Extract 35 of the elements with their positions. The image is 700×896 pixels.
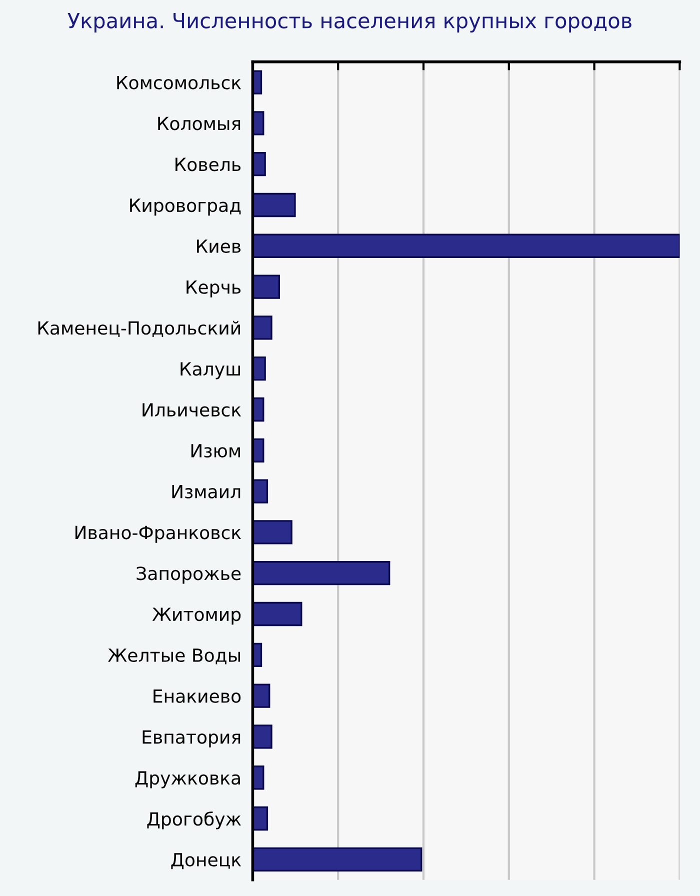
y-tick-label: Запорожье (136, 566, 241, 584)
y-tick-label: Дрогобуж (147, 812, 241, 830)
y-tick-label: Ковель (176, 158, 241, 172)
bar (252, 806, 268, 831)
y-tick-label: Кировоград (130, 198, 241, 216)
bar (252, 152, 266, 176)
y-tick-label: Донецк (171, 853, 241, 870)
y-tick-label: Желтые Воды (108, 648, 240, 664)
chart-title: Украина. Численность населения крупных городов (68, 12, 632, 32)
bar (252, 602, 302, 626)
y-tick-label: Евпатория (142, 730, 240, 748)
bar (252, 847, 422, 872)
y-tick-label: Житомир (152, 608, 241, 625)
y-tick-label: Измаил (172, 484, 240, 498)
bar (252, 684, 270, 708)
bar (252, 724, 272, 749)
bar (252, 274, 280, 299)
y-tick-label: Калуш (180, 362, 240, 380)
y-tick-label: Каменец-Подольский (38, 320, 240, 338)
y-tick-label: Керчь (186, 280, 241, 298)
y-tick-label: Комсомольск (117, 76, 241, 90)
y-tick-label: Ивано-Франковск (75, 526, 241, 543)
y-tick-label: Коломыя (158, 116, 240, 130)
bar (252, 316, 272, 340)
bar (252, 479, 268, 504)
bar (252, 192, 296, 218)
y-tick-label: Ильичевск (142, 403, 241, 417)
y-tick-label: Киев (197, 240, 241, 253)
bar (252, 234, 680, 258)
y-tick-label: Дружковка (135, 771, 240, 788)
y-tick-label: Изюм (191, 444, 240, 458)
bar (252, 356, 266, 381)
y-tick-label: Енакиево (154, 690, 241, 703)
bar (252, 561, 390, 586)
bar (252, 520, 292, 544)
